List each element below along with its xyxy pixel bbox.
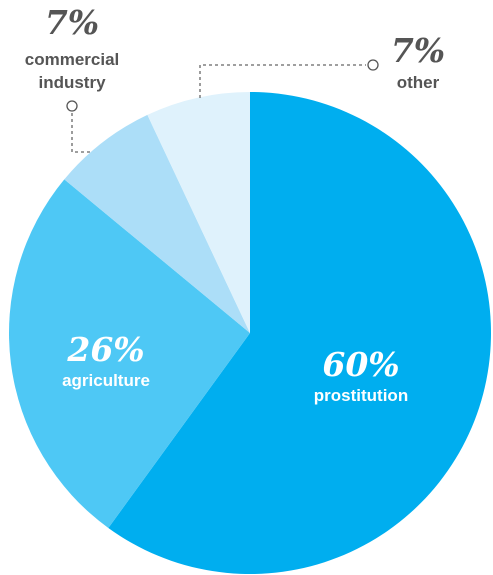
slice-label-agriculture: agriculture xyxy=(62,371,150,390)
pie-slice-agriculture xyxy=(8,179,250,528)
value-label-other: 7% xyxy=(391,31,445,70)
slice-label-commercial-industry-line-1: commercial xyxy=(25,50,120,69)
value-label-commercial-industry: 7% xyxy=(45,3,99,42)
pie-slices xyxy=(8,92,491,574)
slice-label-prostitution: prostitution xyxy=(314,386,408,405)
value-label-prostitution: 60% xyxy=(322,345,399,384)
slice-label-other: other xyxy=(397,73,440,92)
leader-dot-commercial-industry xyxy=(66,100,78,112)
pie-slice-other xyxy=(147,92,250,333)
value-label-agriculture: 26% xyxy=(66,330,144,369)
leader-line-commercial-industry xyxy=(71,113,90,153)
pie-slice-commercial-industry xyxy=(64,114,250,334)
leader-line-other xyxy=(199,64,366,98)
pie-slice-prostitution xyxy=(108,92,491,574)
leader-dot-other xyxy=(367,59,379,71)
slice-label-commercial-industry-line-2: industry xyxy=(38,73,106,92)
